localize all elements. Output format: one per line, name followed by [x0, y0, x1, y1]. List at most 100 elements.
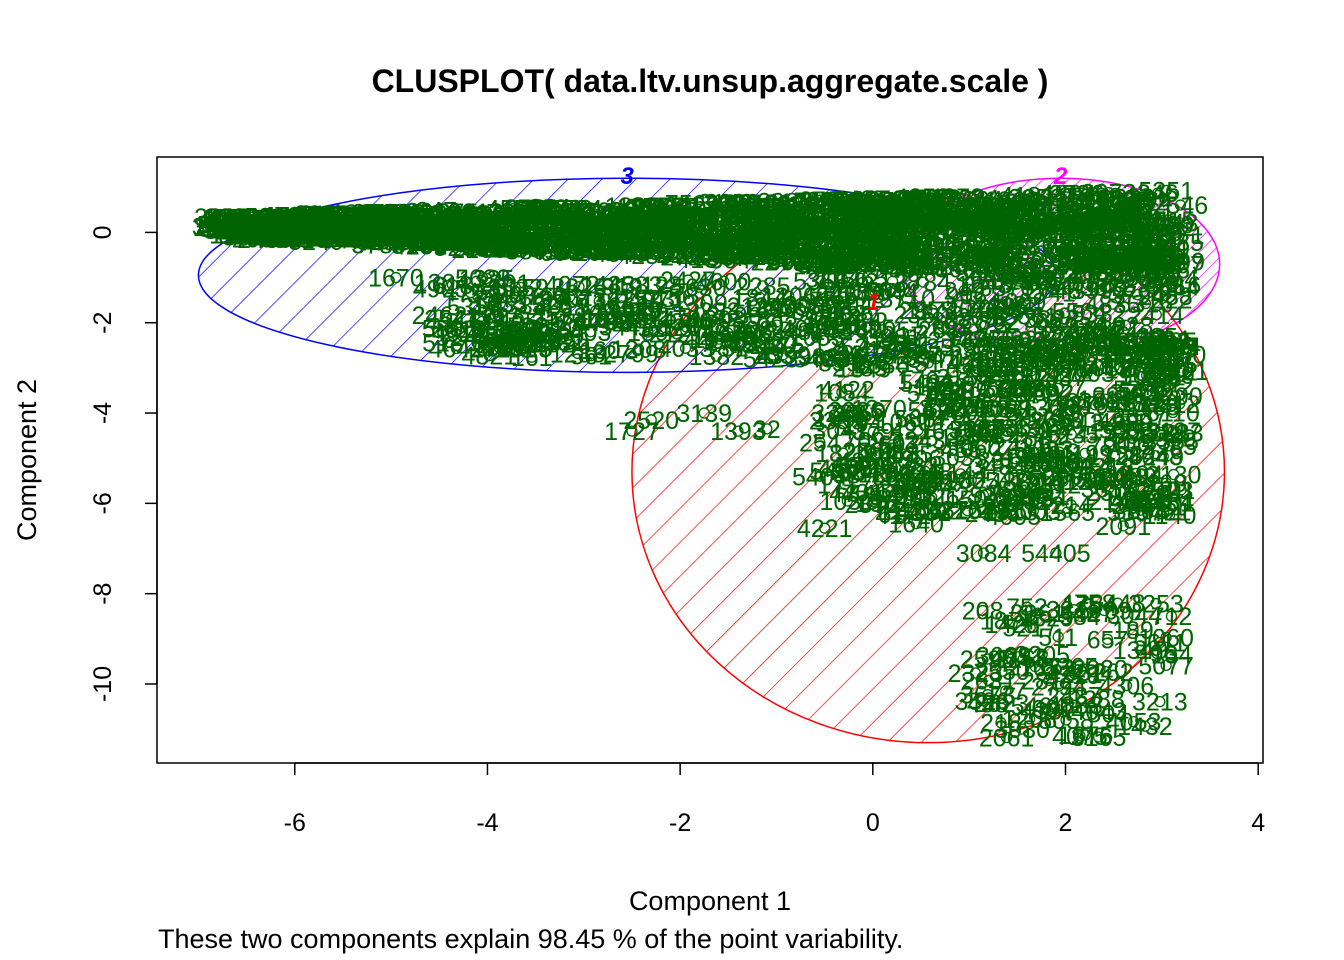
- data-point-label: 54: [483, 285, 511, 313]
- data-point: [774, 250, 786, 262]
- chart-title: CLUSPLOT( data.ltv.unsup.aggregate.scale…: [372, 63, 1049, 99]
- data-point-label: 750: [1034, 272, 1076, 300]
- data-point-label: 54405: [1021, 540, 1091, 568]
- data-point: [985, 254, 997, 266]
- x-axis: -6 -4 -2 0 2 4: [284, 762, 1265, 837]
- data-point-label: 2899: [661, 240, 717, 268]
- data-point-label: 748: [494, 203, 536, 231]
- data-point-label: 1727: [604, 418, 660, 446]
- data-point-label: 438: [1110, 221, 1152, 249]
- y-axis: 0 -2 -4 -6 -8 -10: [89, 225, 158, 702]
- data-point: [505, 237, 518, 249]
- data-point: [949, 207, 961, 219]
- data-point-label: 1933: [1088, 418, 1144, 446]
- data-point: [520, 215, 532, 228]
- data-point-label: 4043: [1071, 698, 1127, 726]
- data-point: [420, 222, 433, 234]
- data-point: [527, 245, 539, 257]
- data-point: [779, 200, 792, 213]
- data-point-label: 1953: [730, 329, 786, 357]
- y-axis-title: Component 2: [12, 379, 42, 541]
- data-point-label: 3288: [811, 400, 867, 428]
- data-point: [771, 197, 783, 210]
- data-point: [839, 211, 852, 223]
- data-point-label: 437: [1045, 364, 1087, 392]
- y-tick-label: -2: [89, 312, 117, 334]
- data-point-label: 1287: [482, 228, 538, 256]
- data-point: [886, 210, 898, 222]
- cluster-3-ellipse-border: [197, 177, 1057, 374]
- data-point-label: 1722: [1063, 231, 1119, 259]
- data-point: [790, 206, 802, 218]
- data-point-label: 3090: [704, 189, 760, 217]
- data-point: [652, 238, 664, 250]
- data-point-label: 2124: [727, 293, 783, 321]
- y-tick-label: -10: [89, 666, 117, 702]
- x-tick-label: -4: [476, 809, 498, 837]
- data-point: [843, 255, 856, 267]
- data-point: [991, 223, 1004, 235]
- data-point: [253, 219, 265, 231]
- data-point-label: 494: [1122, 461, 1164, 489]
- data-point: [1171, 229, 1183, 241]
- data-point-label: 01: [1167, 477, 1195, 505]
- data-point: [586, 221, 598, 233]
- data-point-label: 584: [1059, 603, 1101, 631]
- y-tick-label: 0: [89, 225, 117, 239]
- data-point: [714, 251, 727, 263]
- data-point: [977, 266, 989, 279]
- data-point: [1021, 189, 1033, 201]
- data-point-label: 254: [799, 429, 841, 457]
- data-point: [303, 232, 316, 244]
- x-tick-label: 2: [1059, 809, 1073, 837]
- data-point: [456, 232, 468, 244]
- data-point: [881, 240, 893, 252]
- data-point: [582, 205, 594, 218]
- data-point-label: 178: [1084, 274, 1126, 302]
- data-point-label: 752: [1006, 594, 1048, 622]
- data-point: [552, 245, 564, 257]
- y-tick-label: -6: [89, 492, 117, 514]
- y-tick-label: -4: [89, 402, 117, 424]
- data-point-label: 3030: [994, 716, 1050, 744]
- data-point-label: 189: [627, 319, 669, 347]
- y-tick-label: -8: [89, 583, 117, 605]
- data-point: [508, 202, 520, 215]
- data-point-label: 1670: [368, 265, 424, 293]
- data-point: [1136, 218, 1148, 231]
- data-point-label: 99: [1130, 187, 1158, 215]
- data-point-label: 2834: [379, 209, 435, 237]
- data-point: [1051, 257, 1063, 269]
- data-point-label: 2270: [751, 249, 807, 277]
- data-point-label: 1173: [842, 240, 896, 268]
- data-point-label: 4019: [534, 294, 590, 322]
- x-tick-label: 0: [866, 809, 880, 837]
- data-point-label: 12: [946, 237, 974, 265]
- data-point-label: 576: [551, 196, 593, 224]
- data-point: [479, 213, 491, 226]
- data-point-label: 2091: [1095, 513, 1151, 541]
- data-point-label: 189: [1112, 617, 1154, 645]
- data-point: [924, 215, 936, 228]
- data-point-label: 4221: [797, 515, 853, 543]
- data-point-label: 856: [548, 328, 590, 356]
- data-point-label: 3905: [469, 329, 525, 357]
- data-point-label: 644: [1007, 218, 1049, 246]
- data-point: [745, 197, 757, 209]
- data-point-label: 5: [1118, 379, 1132, 407]
- data-point: [426, 220, 438, 232]
- data-point-label: 859: [818, 349, 860, 377]
- cluster-2-label: 2: [1053, 163, 1068, 190]
- data-point-label: 5570: [979, 275, 1035, 303]
- data-point: [403, 229, 416, 242]
- data-point: [988, 227, 1000, 239]
- data-point: [906, 251, 919, 264]
- data-point-label: 3084: [956, 540, 1012, 568]
- data-point-label: 1661: [594, 293, 650, 321]
- data-point-label: 3297: [263, 214, 319, 242]
- data-point: [1152, 187, 1164, 199]
- data-point-label: 712: [1151, 603, 1193, 631]
- data-point: [721, 226, 733, 238]
- data-point-label: 542: [908, 398, 950, 426]
